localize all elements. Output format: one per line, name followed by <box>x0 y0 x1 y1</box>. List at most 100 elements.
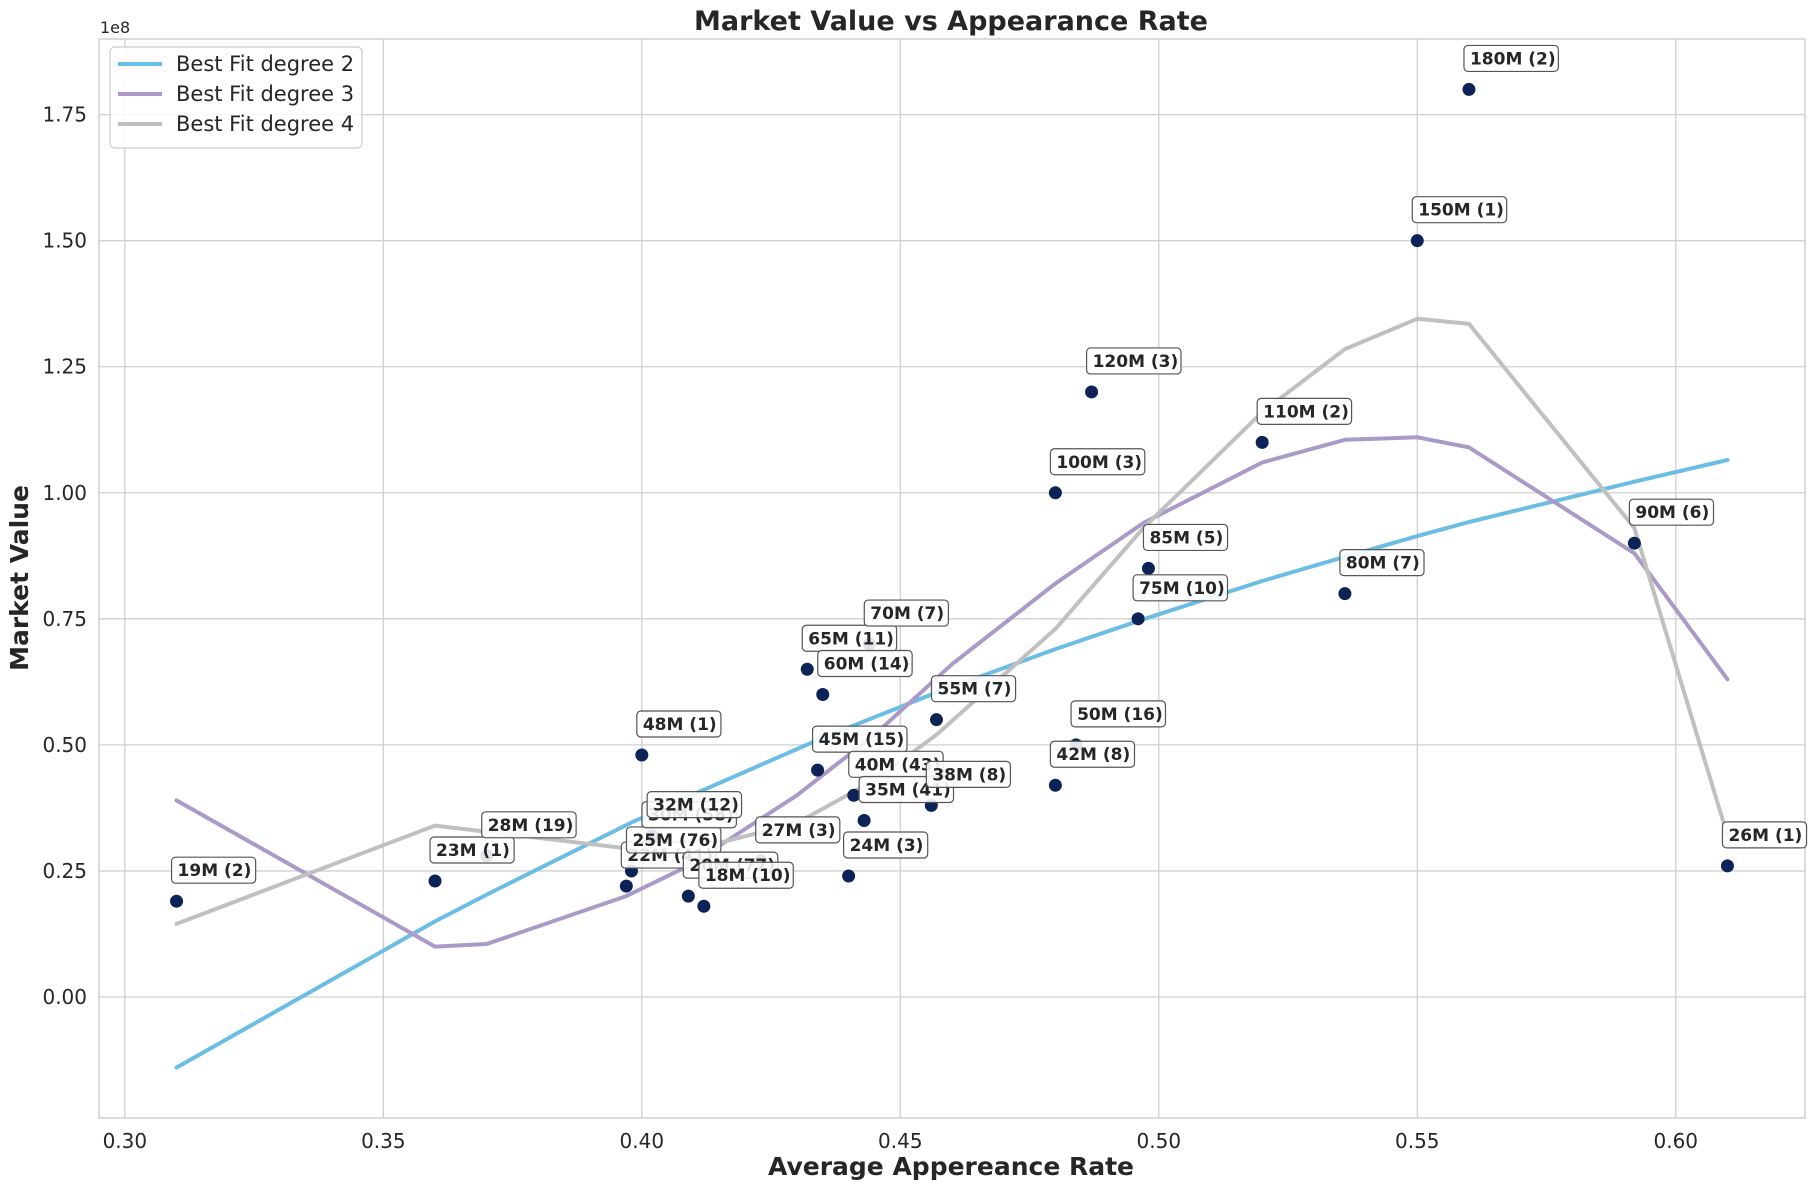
best-fit-line-degree-2 <box>174 458 1730 1070</box>
x-tick-label: 0.60 <box>1653 1129 1698 1153</box>
point-annotation: 45M (15) <box>811 725 908 753</box>
annotation-label: 48M (1) <box>643 715 717 735</box>
annotation-label: 45M (15) <box>819 730 905 750</box>
data-point <box>929 713 943 727</box>
data-point <box>1462 82 1476 96</box>
point-annotation: 32M (12) <box>646 791 743 819</box>
annotation-label: 90M (6) <box>1635 503 1709 523</box>
annotation-label: 23M (1) <box>436 841 510 861</box>
point-annotation: 55M (7) <box>930 675 1017 703</box>
point-annotation: 19M (2) <box>170 856 257 884</box>
point-annotation: 120M (3) <box>1085 347 1182 375</box>
point-annotations: 19M (2)23M (1)28M (19)22M (41)25M (76)48… <box>170 44 1808 889</box>
annotation-box <box>1142 523 1229 552</box>
annotation-label: 150M (1) <box>1418 201 1504 221</box>
point-annotation: 28M (19) <box>481 811 577 839</box>
annotation-box <box>925 760 1012 788</box>
point-annotation: 38M (8) <box>925 760 1012 788</box>
annotation-box <box>1049 448 1146 476</box>
annotation-box <box>1628 498 1715 526</box>
data-point <box>170 894 184 908</box>
annotation-box <box>1132 574 1229 602</box>
data-point <box>842 869 856 883</box>
annotation-label: 19M (2) <box>178 861 252 881</box>
data-point <box>697 899 711 913</box>
legend-label: Best Fit degree 3 <box>176 82 354 106</box>
point-annotation: 100M (3) <box>1049 448 1146 476</box>
legend-box <box>109 46 363 149</box>
data-point <box>1338 587 1352 601</box>
point-annotation: 70M (7) <box>863 599 949 627</box>
annotation-box <box>1721 821 1808 849</box>
annotation-label: 40M (43) <box>855 755 941 775</box>
point-annotation: 25M (76) <box>625 826 722 854</box>
data-point <box>1255 435 1269 449</box>
data-point <box>800 662 814 676</box>
y-tick-label: 1.00 <box>42 481 87 505</box>
data-point <box>847 788 861 802</box>
data-point <box>1085 385 1099 399</box>
annotation-label: 27M (3) <box>762 821 836 841</box>
annotation-box <box>843 831 929 859</box>
x-tick-label: 0.30 <box>103 1129 148 1153</box>
data-point <box>1720 859 1734 873</box>
x-tick-label: 0.40 <box>620 1129 665 1153</box>
annotation-label: 26M (1) <box>1728 826 1802 846</box>
annotation-box <box>1085 347 1182 375</box>
point-annotation: 48M (1) <box>636 710 722 738</box>
annotation-label: 110M (2) <box>1263 402 1349 422</box>
point-annotation: 60M (14) <box>817 649 913 678</box>
point-annotation: 18M (10) <box>698 861 794 889</box>
tick-labels: 0.30 0.35 0.40 0.45 0.50 0.55 0.60 0.00 0.25 0.50… <box>42 103 1698 1153</box>
data-point <box>1410 234 1424 248</box>
data-point <box>1627 536 1641 550</box>
point-annotation: 27M (3) <box>755 816 841 844</box>
annotation-label: 18M (10) <box>705 866 791 886</box>
x-tick-label: 0.55 <box>1395 1129 1440 1153</box>
point-annotation: 80M (7) <box>1339 549 1425 577</box>
x-tick-label: 0.50 <box>1137 1129 1182 1153</box>
annotation-label: 50M (16) <box>1077 705 1163 725</box>
point-annotation: 26M (1) <box>1721 821 1808 849</box>
annotation-label: 80M (7) <box>1346 554 1420 574</box>
point-annotation: 110M (2) <box>1256 397 1353 425</box>
annotation-box <box>863 599 949 627</box>
annotation-box <box>817 649 913 678</box>
y-tick-label: 1.75 <box>42 103 87 127</box>
annotation-box <box>1339 549 1425 577</box>
annotation-box <box>429 836 515 864</box>
point-annotation: 180M (2) <box>1463 44 1559 73</box>
grid-lines <box>99 39 1805 1118</box>
y-tick-label: 0.25 <box>42 859 87 883</box>
point-annotation: 150M (1) <box>1411 196 1508 224</box>
annotation-label: 38M (8) <box>932 765 1006 785</box>
annotation-box <box>698 861 794 889</box>
data-point <box>1048 778 1062 792</box>
annotation-box <box>1256 397 1353 425</box>
annotation-label: 24M (3) <box>850 836 924 856</box>
point-annotation: 65M (11) <box>801 624 898 652</box>
annotation-box <box>636 710 722 738</box>
y-tick-label: 1.25 <box>42 355 87 379</box>
annotation-label: 28M (19) <box>488 816 574 836</box>
annotation-label: 55M (7) <box>937 680 1011 700</box>
point-annotation: 42M (8) <box>1049 740 1136 768</box>
y-tick-label: 0.50 <box>42 733 87 757</box>
annotation-label: 85M (5) <box>1149 528 1223 548</box>
annotation-label: 32M (12) <box>653 796 739 816</box>
point-annotation: 24M (3) <box>843 831 929 859</box>
data-point <box>428 874 442 888</box>
annotation-box <box>930 675 1017 703</box>
best-fit-line-degree-3 <box>174 435 1730 949</box>
plot-frame <box>98 38 1806 1119</box>
annotation-box <box>1463 44 1559 73</box>
chart-title: Market Value vs Appearance Rate <box>694 6 1208 37</box>
data-point <box>1141 561 1155 575</box>
point-annotation: 75M (10) <box>1132 574 1229 602</box>
point-annotation: 85M (5) <box>1142 523 1229 552</box>
data-point <box>681 889 695 903</box>
point-annotation: 23M (1) <box>429 836 515 864</box>
point-annotation: 90M (6) <box>1628 498 1715 526</box>
annotation-label: 180M (2) <box>1470 49 1556 69</box>
